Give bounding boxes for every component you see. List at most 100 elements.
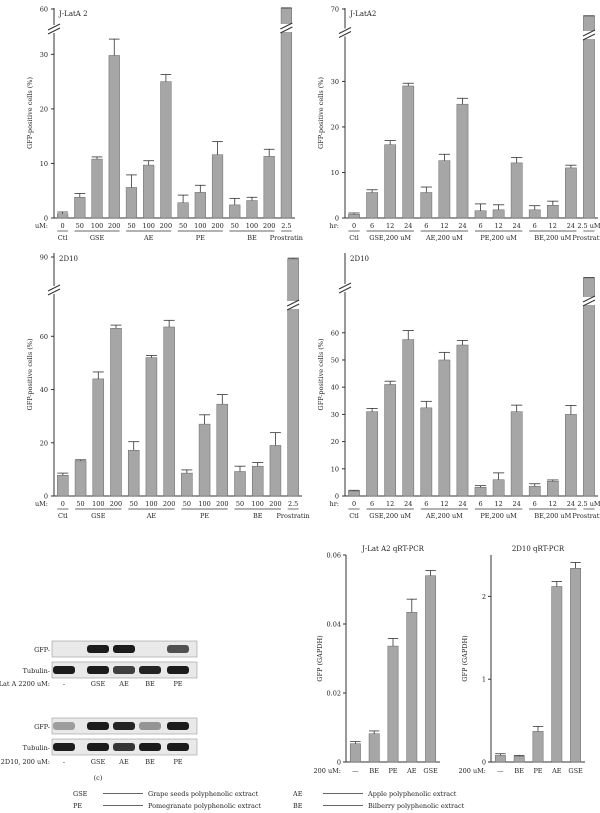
y-tick-label: 20 — [40, 105, 48, 113]
x-axis-prefix: 200 uM: — [313, 767, 341, 775]
x-tick-label: 6 — [370, 500, 374, 508]
bar — [246, 200, 258, 219]
bar — [125, 187, 138, 219]
bar — [438, 359, 451, 497]
group-label: BE,200 uM — [534, 234, 571, 242]
group-label: GSE,200 uM — [369, 234, 411, 242]
y-axis-label: GFP-positive cells (%) — [317, 77, 325, 149]
x-axis-prefix: uM: — [35, 500, 48, 508]
y-tick-label: 60 — [40, 6, 48, 14]
x-tick-label: 100 — [198, 500, 210, 508]
axis-break-gap — [339, 28, 351, 37]
bar — [57, 213, 69, 219]
bar — [349, 743, 361, 763]
y-tick-label: 0 — [335, 493, 339, 501]
group-label: BE — [247, 234, 257, 242]
group-label: AE,200 uM — [425, 512, 463, 520]
blot-band — [87, 722, 109, 730]
x-tick-label: 100 — [145, 500, 157, 508]
bar — [368, 733, 380, 763]
group-label: GSE — [91, 512, 106, 520]
x-tick-label: 200 — [211, 222, 223, 230]
legend-abbr: BE — [293, 802, 303, 810]
axis-break-mark — [47, 27, 61, 35]
x-tick-label: BE — [514, 767, 524, 775]
bar — [492, 209, 505, 219]
x-tick-label: 6 — [478, 500, 482, 508]
y-tick-label: 0 — [44, 215, 48, 223]
bar — [546, 481, 559, 497]
group-label: AE — [146, 512, 157, 520]
blot-axis-label: 2D10, 200 uM: — [1, 758, 50, 766]
x-tick-label: 6 — [478, 222, 482, 230]
bar — [474, 210, 487, 219]
bar — [456, 344, 469, 497]
blot-band — [87, 666, 109, 674]
bar — [211, 154, 224, 219]
x-tick-label: 100 — [194, 222, 206, 230]
group-label: Prostratin — [572, 234, 600, 242]
x-tick-label: 12 — [440, 500, 448, 508]
group-label: Ctl — [58, 512, 68, 520]
bar — [234, 471, 246, 497]
group-label: Prostratin — [572, 512, 600, 520]
axis-break-mark — [286, 299, 300, 307]
blot-band — [139, 666, 161, 674]
panel-label: (c) — [94, 774, 103, 782]
y-tick-label: 0.04 — [327, 621, 341, 629]
blot-axis-label: J-Lat A 2200 uM: — [0, 680, 50, 688]
y-tick-label: 10 — [40, 160, 48, 168]
bar — [494, 755, 506, 763]
bar — [366, 411, 378, 497]
axis-break-gap — [582, 31, 595, 39]
axis-break-mark — [582, 295, 596, 303]
y-tick-label: 10 — [331, 169, 339, 177]
bar — [546, 205, 559, 219]
group-label: PE,200 uM — [480, 234, 517, 242]
x-tick-label: 100 — [142, 222, 154, 230]
y-tick-label: 60 — [331, 329, 339, 337]
bar — [387, 645, 399, 763]
y-axis-label: GFP-positive cells (%) — [317, 338, 325, 410]
group-label: PE — [196, 234, 205, 242]
group-label: Prostratin — [270, 234, 303, 242]
chart-title: 2D10 qRT-PCR — [512, 545, 565, 553]
x-tick-label: 6 — [533, 222, 537, 230]
axis-break-gap — [48, 286, 60, 294]
chart-inner-label: 2D10 — [350, 255, 369, 263]
blot-lane-label: GSE — [91, 680, 106, 688]
y-tick-label: 0.06 — [327, 552, 341, 560]
blot-lane-label: - — [63, 758, 65, 766]
x-tick-label: 24 — [567, 222, 575, 230]
bar — [402, 85, 415, 219]
x-tick-label: 50 — [76, 222, 84, 230]
x-tick-label: AE — [406, 767, 417, 775]
y-axis-label: GFP-positive cells (%) — [26, 338, 34, 410]
blot-row-label: GFP- — [34, 646, 50, 654]
x-tick-label: 50 — [236, 500, 244, 508]
y-tick-label: 10 — [331, 465, 339, 473]
y-tick-label: 0 — [482, 759, 486, 767]
y-tick-label: 20 — [40, 439, 48, 447]
x-tick-label: 100 — [91, 222, 103, 230]
y-tick-label: 0 — [44, 493, 48, 501]
x-tick-label: 50 — [76, 500, 84, 508]
y-tick-label: 1 — [482, 676, 486, 684]
y-tick-label: 2 — [482, 593, 486, 601]
x-tick-label: GSE — [568, 767, 583, 775]
axis-break-gap — [287, 301, 300, 309]
group-label: Prostratin — [277, 512, 310, 520]
axis-break-mark — [280, 26, 293, 34]
legend-abbr: AE — [292, 790, 303, 798]
blot-band — [167, 722, 189, 730]
blot-band — [113, 743, 135, 751]
x-tick-label: 200 — [263, 222, 275, 230]
blot-band — [53, 743, 75, 751]
y-tick-label: 0 — [335, 215, 339, 223]
x-axis-prefix: hr: — [330, 500, 339, 508]
blot-row-label: Tubulin- — [23, 744, 50, 752]
x-tick-label: 6 — [533, 500, 537, 508]
bar — [474, 487, 487, 497]
blot-lane-label: PE — [173, 680, 182, 688]
